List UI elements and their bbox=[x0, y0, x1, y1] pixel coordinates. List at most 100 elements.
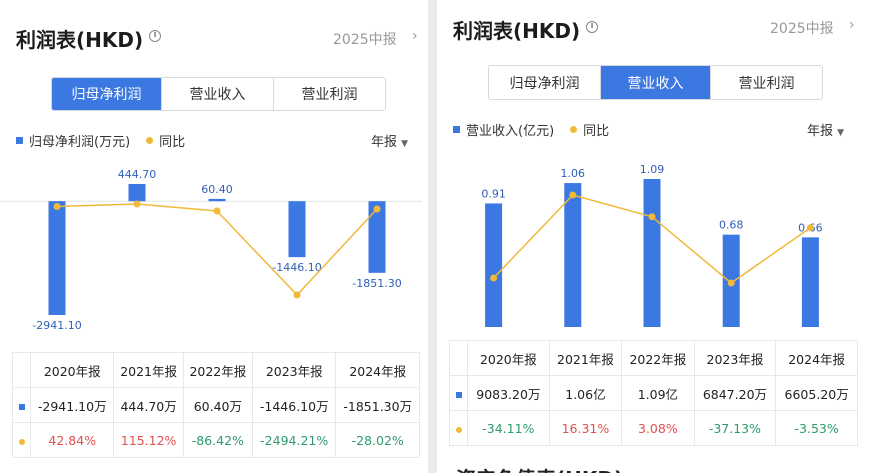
yoy-point bbox=[373, 205, 381, 213]
table-row-yoy: -34.11% 16.31% 3.08% -37.13% -3.53% bbox=[449, 410, 858, 446]
profit-panel-net-profit: 利润表(HKD) i 2025中报 › 归母净利润 营业收入 营业利润 归母净利… bbox=[0, 0, 428, 473]
yoy-point bbox=[53, 203, 61, 211]
yoy-point bbox=[648, 213, 656, 221]
yoy-cell: -34.11% bbox=[467, 410, 550, 446]
chart-legend: 营业收入(亿元) 同比 bbox=[453, 120, 609, 139]
legend-line-label: 同比 bbox=[159, 135, 186, 150]
data-label: 444.70 bbox=[118, 168, 157, 181]
net-profit-chart: -2941.10 444.70 60.40 -1446.10 -1851.30 bbox=[0, 168, 422, 332]
data-label: 0.68 bbox=[719, 219, 744, 232]
chevron-right-icon[interactable]: › bbox=[849, 17, 855, 33]
yoy-line bbox=[56, 203, 378, 297]
line-marker bbox=[455, 426, 462, 433]
yoy-cell: -3.53% bbox=[775, 410, 858, 446]
table-header-row: 2020年报 2021年报 2022年报 2023年报 2024年报 bbox=[12, 352, 420, 388]
period-selector[interactable]: 2025中报 bbox=[333, 32, 397, 48]
tab-bar: 归母净利润 营业收入 营业利润 bbox=[488, 65, 823, 100]
legend-bar-label: 归母净利润(万元) bbox=[29, 135, 131, 150]
caret-down-icon: ▼ bbox=[401, 139, 409, 149]
value-cell: 1.06亿 bbox=[548, 375, 623, 411]
tab-net-profit[interactable]: 归母净利润 bbox=[489, 66, 601, 99]
tab-operating-profit[interactable]: 营业利润 bbox=[738, 75, 795, 92]
legend-bar-label: 营业收入(亿元) bbox=[466, 124, 555, 139]
tab-revenue[interactable]: 营业收入 bbox=[162, 78, 274, 110]
value-cell: 6605.20万 bbox=[775, 375, 858, 411]
chevron-right-icon[interactable]: › bbox=[412, 28, 418, 44]
line-marker bbox=[18, 438, 25, 445]
bar-marker bbox=[455, 391, 462, 398]
tab-revenue[interactable]: 营业收入 bbox=[601, 66, 711, 99]
legend-bar-marker bbox=[453, 126, 460, 133]
header-cell: 2024年报 bbox=[335, 352, 420, 388]
header-cell: 2022年报 bbox=[182, 352, 253, 388]
header-cell: 2023年报 bbox=[251, 352, 337, 388]
period-selector[interactable]: 2025中报 bbox=[770, 21, 834, 37]
value-cell: 6847.20万 bbox=[693, 375, 777, 411]
caret-down-icon: ▼ bbox=[837, 128, 845, 138]
bar bbox=[564, 183, 582, 327]
value-cell: -1851.30万 bbox=[335, 387, 420, 423]
info-icon[interactable]: i bbox=[586, 21, 598, 33]
revenue-chart: 0.911.061.090.680.66 bbox=[481, 163, 823, 327]
annual-dropdown[interactable]: 年报 ▼ bbox=[807, 120, 844, 139]
value-cell: -1446.10万 bbox=[251, 387, 337, 423]
yoy-point bbox=[133, 200, 141, 208]
yoy-point bbox=[293, 291, 301, 299]
next-section-title: 资产负债表(HKD) bbox=[456, 463, 623, 473]
profit-panel-revenue: 利润表(HKD) i 2025中报 › 归母净利润 营业收入 营业利润 营业收入… bbox=[437, 0, 873, 473]
bar bbox=[288, 201, 306, 258]
data-table: 2020年报 2021年报 2022年报 2023年报 2024年报 -2941… bbox=[12, 352, 420, 458]
bar bbox=[368, 201, 386, 273]
data-label: 1.06 bbox=[561, 167, 586, 180]
chart-legend: 归母净利润(万元) 同比 bbox=[16, 131, 185, 150]
data-label: -2941.10 bbox=[32, 319, 81, 332]
data-label: 60.40 bbox=[201, 183, 233, 196]
bar bbox=[48, 201, 66, 315]
yoy-point bbox=[727, 279, 735, 287]
legend-line-marker bbox=[146, 137, 154, 144]
legend-line-marker bbox=[570, 126, 578, 133]
table-row-yoy: 42.84% 115.12% -86.42% -2494.21% -28.02% bbox=[12, 422, 420, 458]
data-label: 0.91 bbox=[481, 187, 506, 200]
bar bbox=[643, 179, 661, 327]
annual-label: 年报 bbox=[807, 124, 834, 139]
bar bbox=[208, 198, 226, 202]
value-cell: 9083.20万 bbox=[467, 375, 550, 411]
yoy-point bbox=[213, 207, 221, 215]
yoy-cell: -28.02% bbox=[335, 422, 420, 458]
yoy-cell: -37.13% bbox=[693, 410, 777, 446]
yoy-point bbox=[569, 191, 577, 199]
header-cell: 2021年报 bbox=[548, 340, 623, 376]
value-cell: 444.70万 bbox=[113, 387, 184, 423]
panel-title: 利润表(HKD) bbox=[453, 19, 581, 43]
info-icon[interactable]: i bbox=[149, 30, 161, 42]
data-label: 1.09 bbox=[640, 163, 665, 176]
yoy-cell: -86.42% bbox=[182, 422, 253, 458]
yoy-point bbox=[806, 224, 814, 232]
yoy-cell: 115.12% bbox=[113, 422, 184, 458]
header-cell: 2020年报 bbox=[29, 352, 115, 388]
annual-label: 年报 bbox=[371, 135, 398, 150]
yoy-cell: 42.84% bbox=[29, 422, 115, 458]
value-cell: 1.09亿 bbox=[621, 375, 695, 411]
yoy-cell: -2494.21% bbox=[251, 422, 337, 458]
data-table: 2020年报 2021年报 2022年报 2023年报 2024年报 9083.… bbox=[449, 340, 858, 446]
value-cell: 60.40万 bbox=[182, 387, 253, 423]
legend-bar-marker bbox=[16, 137, 23, 144]
annual-dropdown[interactable]: 年报 ▼ bbox=[371, 131, 408, 150]
bar bbox=[485, 203, 503, 327]
header-cell: 2021年报 bbox=[113, 352, 184, 388]
bar-marker bbox=[18, 403, 25, 410]
bar bbox=[128, 184, 146, 202]
yoy-cell: 16.31% bbox=[548, 410, 623, 446]
data-label: -1446.10 bbox=[272, 261, 321, 274]
tab-operating-profit[interactable]: 营业利润 bbox=[301, 87, 358, 103]
table-header-row: 2020年报 2021年报 2022年报 2023年报 2024年报 bbox=[449, 340, 858, 376]
data-label: -1851.30 bbox=[352, 277, 401, 290]
yoy-cell: 3.08% bbox=[621, 410, 695, 446]
value-cell: -2941.10万 bbox=[29, 387, 115, 423]
tab-net-profit[interactable]: 归母净利润 bbox=[52, 78, 162, 110]
bar bbox=[801, 237, 819, 327]
panel-title: 利润表(HKD) bbox=[16, 28, 144, 52]
header-cell: 2023年报 bbox=[693, 340, 777, 376]
